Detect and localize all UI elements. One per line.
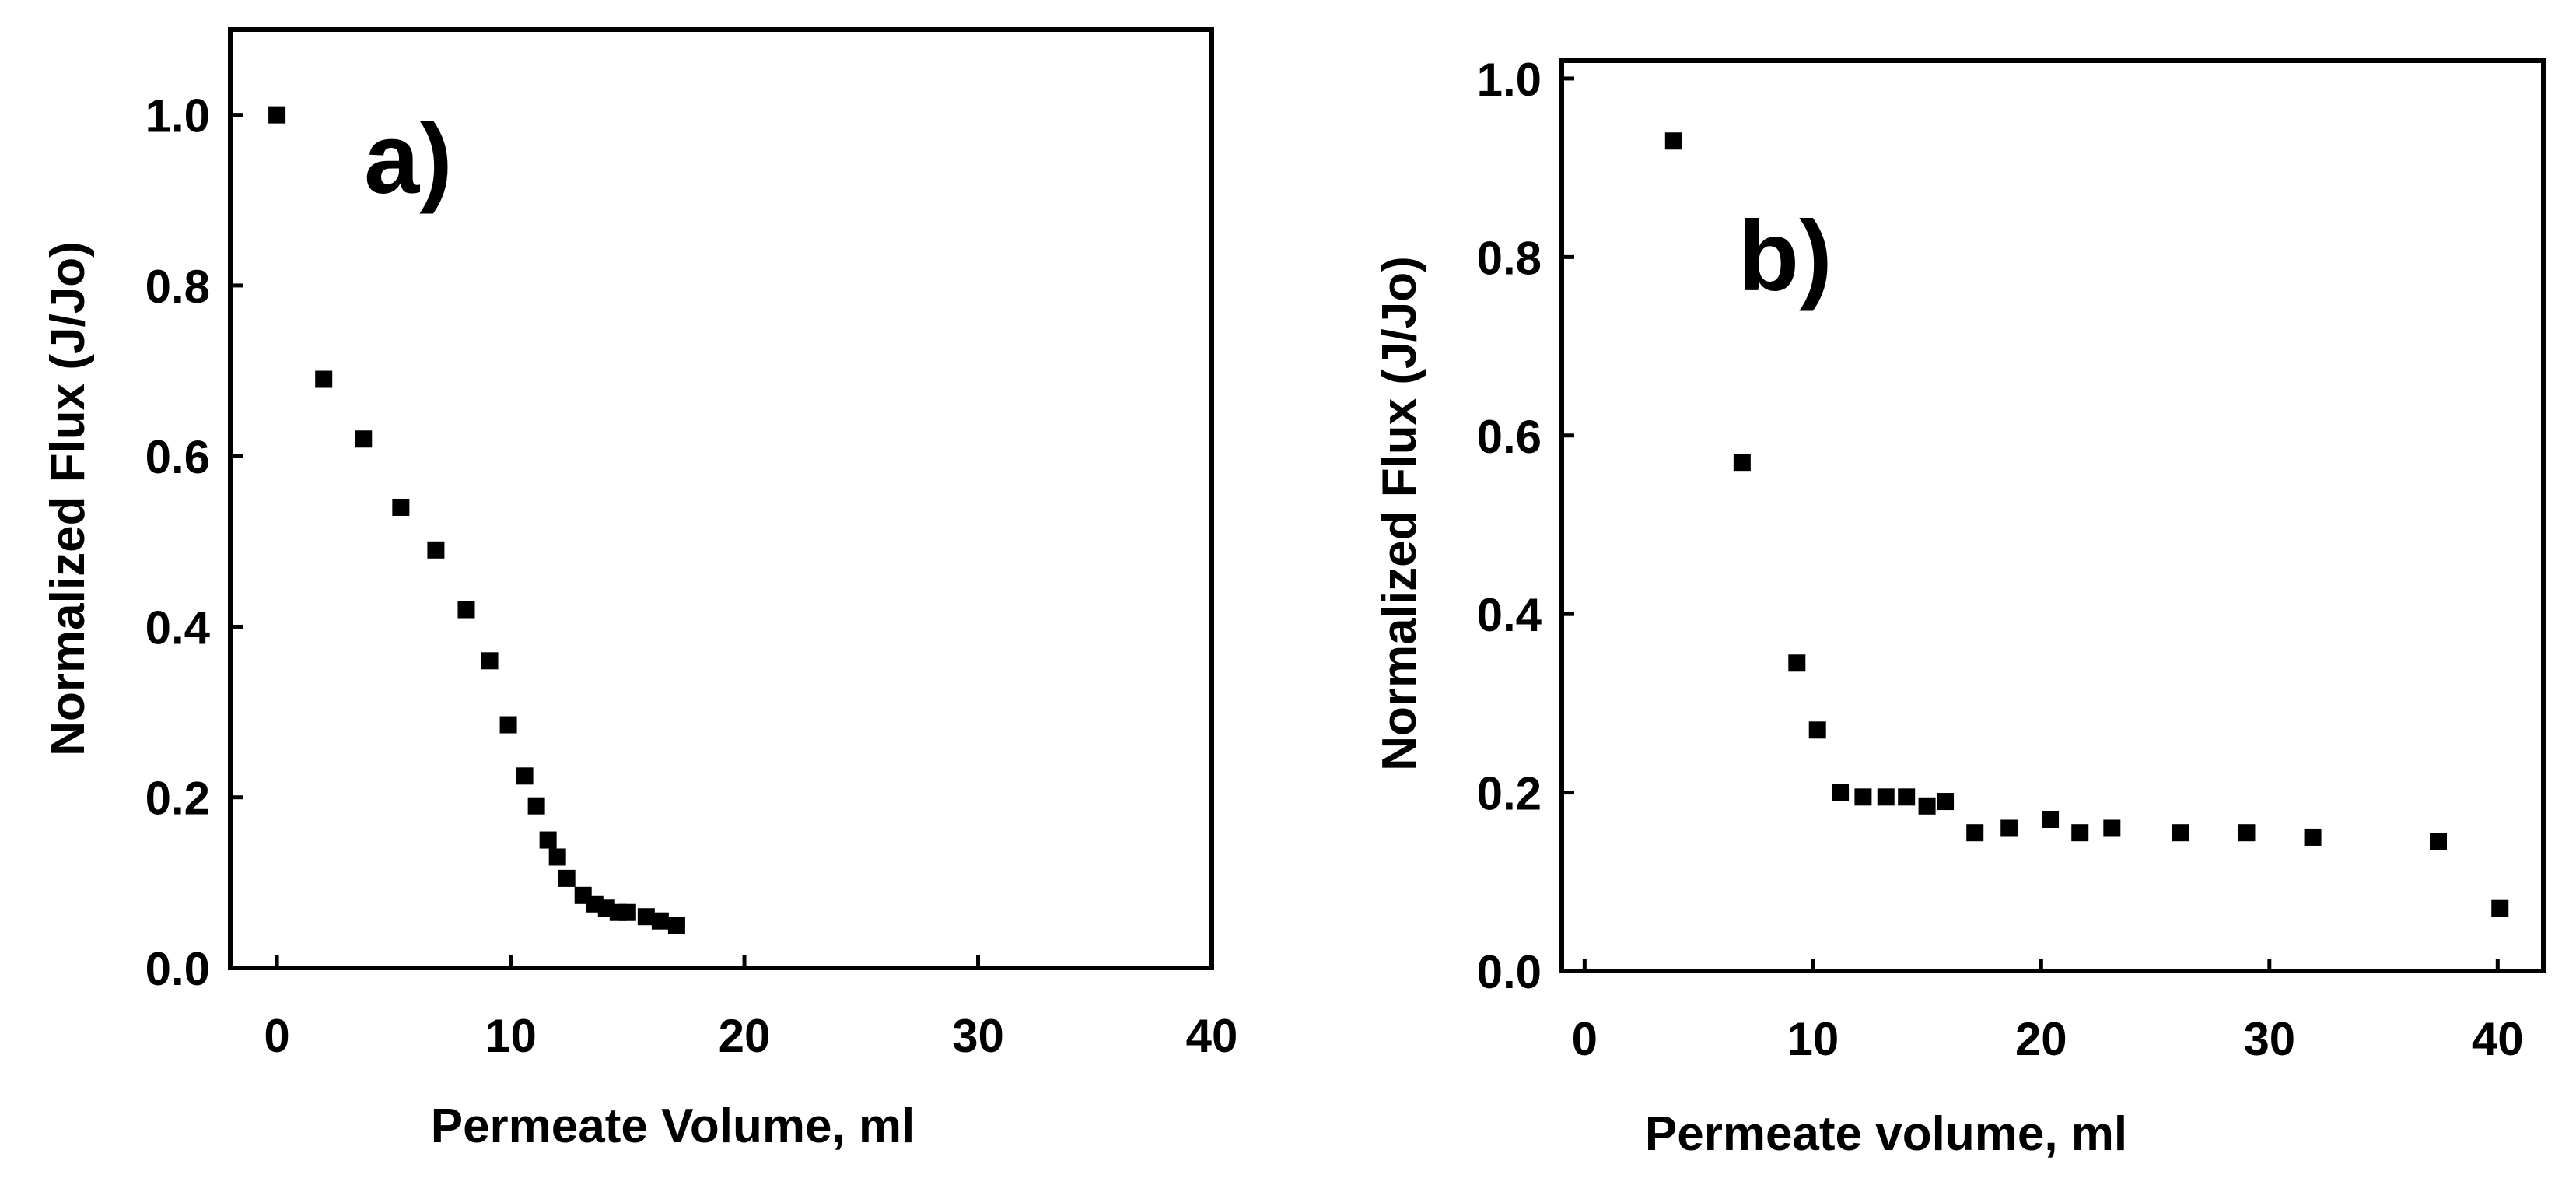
y-tick-label-a-4: 0.8 <box>145 261 210 313</box>
data-point-a-6 <box>481 652 499 670</box>
x-tick-label-a-0: 0 <box>264 1010 289 1062</box>
y-ticks-b: 0.0 0.2 0.4 0.6 0.8 1.0 <box>1477 54 1574 998</box>
x-ticks-b: 0 10 20 30 40 <box>1572 959 2524 1065</box>
x-tick-label-a-2: 20 <box>719 1010 771 1062</box>
data-point-a-0 <box>268 106 286 124</box>
data-point-b-9 <box>1937 793 1955 811</box>
x-tick-label-b-1: 10 <box>1787 1013 1839 1065</box>
x-ticks-a: 0 10 20 30 40 <box>264 955 1237 1062</box>
y-tick-label-a-3: 0.6 <box>145 431 210 483</box>
x-tick-label-b-2: 20 <box>2015 1013 2067 1065</box>
data-point-a-1 <box>315 370 333 388</box>
data-point-a-7 <box>499 716 517 734</box>
data-point-a-20 <box>667 917 685 934</box>
data-point-b-4 <box>1832 784 1850 801</box>
x-tick-label-b-3: 30 <box>2243 1013 2295 1065</box>
data-point-a-18 <box>637 908 655 926</box>
data-point-b-6 <box>1877 788 1895 806</box>
y-axis-label-b: Normalized Flux (J/Jo) <box>1373 256 1426 770</box>
panel-label-a: a) <box>364 103 453 215</box>
panel-b: b) 0.0 0.2 0.4 0.6 0.8 1.0 0 10 20 30 40 Permeate… <box>1373 54 2546 1161</box>
y-tick-label-b-3: 0.6 <box>1477 411 1542 463</box>
y-axis-label-a: Normalized Flux (J/Jo) <box>41 241 95 756</box>
data-point-a-5 <box>457 601 475 619</box>
data-point-a-8 <box>516 767 534 785</box>
data-point-b-15 <box>2172 824 2189 842</box>
y-tick-label-b-2: 0.4 <box>1477 589 1542 641</box>
data-point-b-1 <box>1733 454 1751 472</box>
y-tick-label-a-1: 0.2 <box>145 773 210 825</box>
data-point-a-11 <box>548 848 566 866</box>
data-point-a-4 <box>427 541 445 559</box>
data-point-b-0 <box>1664 132 1682 150</box>
x-tick-label-a-4: 40 <box>1186 1010 1238 1062</box>
y-tick-label-a-5: 1.0 <box>145 90 210 142</box>
data-point-b-5 <box>1854 788 1872 806</box>
data-point-a-17 <box>618 903 636 921</box>
x-tick-label-b-0: 0 <box>1572 1013 1598 1065</box>
y-tick-label-b-4: 0.8 <box>1477 232 1542 284</box>
y-ticks-a: 0.0 0.2 0.4 0.6 0.8 1.0 <box>145 90 243 995</box>
data-point-b-11 <box>2000 819 2018 837</box>
data-point-b-10 <box>1966 824 1984 842</box>
panel-label-b: b) <box>1738 201 1832 312</box>
plot-frame-b <box>1559 58 2546 973</box>
data-point-a-19 <box>651 912 669 930</box>
data-points-a <box>268 106 685 934</box>
data-point-a-12 <box>558 869 576 887</box>
y-tick-label-b-1: 0.2 <box>1477 768 1542 820</box>
x-tick-label-a-3: 30 <box>952 1010 1004 1062</box>
data-point-a-3 <box>392 498 410 516</box>
data-point-b-13 <box>2071 824 2089 842</box>
y-tick-label-b-0: 0.0 <box>1477 946 1542 998</box>
data-point-b-7 <box>1898 788 1916 806</box>
data-point-b-17 <box>2304 828 2322 846</box>
x-axis-label-a: Permeate Volume, ml <box>431 1099 915 1153</box>
data-point-b-14 <box>2103 819 2121 837</box>
y-tick-label-b-5: 1.0 <box>1477 54 1542 106</box>
data-point-b-16 <box>2238 824 2256 842</box>
data-point-b-12 <box>2042 811 2060 828</box>
x-tick-label-b-4: 40 <box>2472 1013 2524 1065</box>
data-points-b <box>1664 132 2509 917</box>
panel-a: a) 0.0 0.2 0.4 0.6 0.8 1.0 0 10 20 30 40 Permeate… <box>41 27 1237 1153</box>
data-point-a-2 <box>355 430 373 448</box>
data-point-b-19 <box>2491 899 2509 917</box>
x-tick-label-a-1: 10 <box>485 1010 537 1062</box>
plot-frame-a <box>228 27 1214 970</box>
data-point-b-8 <box>1918 797 1936 815</box>
y-tick-label-a-0: 0.0 <box>145 943 210 995</box>
x-axis-label-b: Permeate volume, ml <box>1645 1107 2127 1161</box>
y-tick-label-a-2: 0.4 <box>145 601 211 654</box>
data-point-b-18 <box>2429 833 2447 850</box>
data-point-b-3 <box>1808 721 1826 739</box>
data-point-a-9 <box>527 797 545 815</box>
data-point-b-2 <box>1788 654 1806 672</box>
data-point-a-10 <box>539 831 557 849</box>
